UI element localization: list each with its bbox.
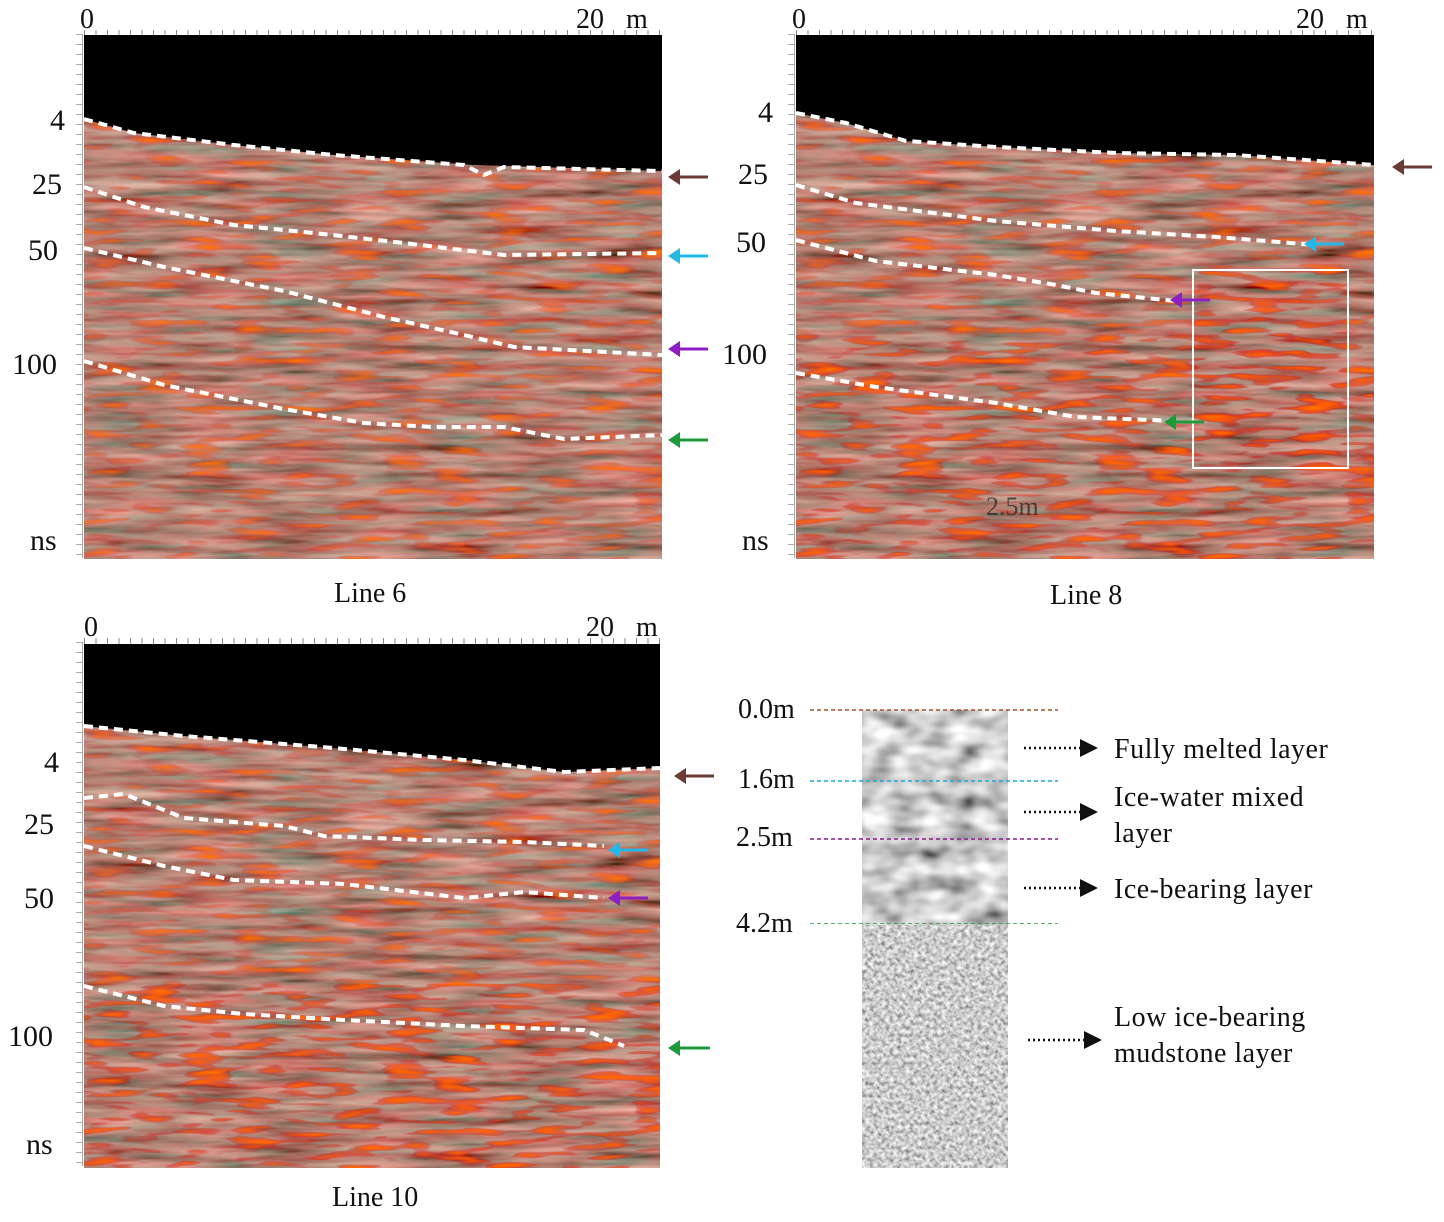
layer-label-ice-bearing: Ice-bearing layer <box>1114 874 1313 905</box>
line10-x-start: 0 <box>84 612 98 643</box>
line8-inset-label: 2.5m <box>986 492 1039 521</box>
line6-radargram <box>84 35 662 559</box>
line6-y-tick-ns: ns <box>30 524 57 557</box>
line10-y-tick-ns: ns <box>26 1128 53 1161</box>
line10-boundary-2 <box>84 791 605 848</box>
line10-boundary-4 <box>84 984 625 1048</box>
line10-y-tick-100: 100 <box>8 1020 53 1053</box>
layer-label-fully-melted: Fully melted layer <box>1114 734 1329 765</box>
line6-y-tick-100: 100 <box>12 348 57 381</box>
line6-x-unit: m <box>626 4 648 35</box>
line8-arrow-brown <box>1392 159 1432 175</box>
line6-x-end: 20 <box>576 4 604 35</box>
line10-boundary-3 <box>84 844 605 901</box>
line10-y-tick-4: 4 <box>44 746 59 779</box>
line6-y-tick-50: 50 <box>28 234 58 267</box>
line10-y-tick-50: 50 <box>24 882 54 915</box>
line10-caption: Line 10 <box>332 1182 419 1213</box>
line8-radargram <box>796 35 1374 559</box>
line6-caption: Line 6 <box>334 578 407 609</box>
line10-boundary-1 <box>84 724 660 775</box>
line6-boundary-2 <box>84 185 662 258</box>
line8-arrows <box>1164 236 1344 430</box>
line8-x-unit: m <box>1346 4 1368 35</box>
depth-label-0: 0.0m <box>738 694 795 725</box>
depth-label-1: 1.6m <box>738 764 795 795</box>
line8-boundary-4 <box>796 371 1177 423</box>
depth-label-3: 4.2m <box>736 908 793 939</box>
column-image <box>862 710 1008 1168</box>
line10-x-end: 20 <box>586 612 614 643</box>
line10-radargram <box>84 644 660 1168</box>
line8-y-tick-50: 50 <box>736 226 766 259</box>
line6-y-tick-25: 25 <box>32 168 62 201</box>
line10-arrows <box>608 768 714 1056</box>
line8-y-tick-100: 100 <box>722 338 767 371</box>
line8-left-ruler <box>788 34 795 558</box>
line6-boundary-4 <box>84 359 662 442</box>
line10-x-unit: m <box>636 612 658 643</box>
layer-label-low-ice-bearing-mudstone: Low ice-bearing mudstone layer <box>1114 1002 1306 1070</box>
depth-lines <box>810 709 1058 924</box>
line8-y-tick-4: 4 <box>758 96 773 129</box>
legend-arrows <box>1024 739 1102 1049</box>
line6-x-start: 0 <box>80 4 94 35</box>
line10-y-tick-25: 25 <box>24 808 54 841</box>
line6-boundary-1 <box>84 117 662 178</box>
line8-y-tick-ns: ns <box>742 524 769 557</box>
line6-left-ruler <box>76 34 83 558</box>
line8-y-tick-25: 25 <box>738 158 768 191</box>
line8-boundary-3 <box>796 238 1177 303</box>
line8-x-end: 20 <box>1296 4 1324 35</box>
line6-y-tick-4: 4 <box>50 104 65 137</box>
depth-label-2: 2.5m <box>736 822 793 853</box>
layer-label-ice-water-mixed: Ice-water mixed layer <box>1114 782 1305 850</box>
line8-caption: Line 8 <box>1050 580 1123 611</box>
line8-boundary-2 <box>796 183 1317 247</box>
line8-boundary-1 <box>796 111 1374 167</box>
line8-x-start: 0 <box>792 4 806 35</box>
line10-left-ruler <box>76 642 83 1166</box>
line6-boundary-3 <box>84 246 662 357</box>
line8-highlight-box <box>1192 269 1349 469</box>
line6-arrows <box>668 169 708 448</box>
